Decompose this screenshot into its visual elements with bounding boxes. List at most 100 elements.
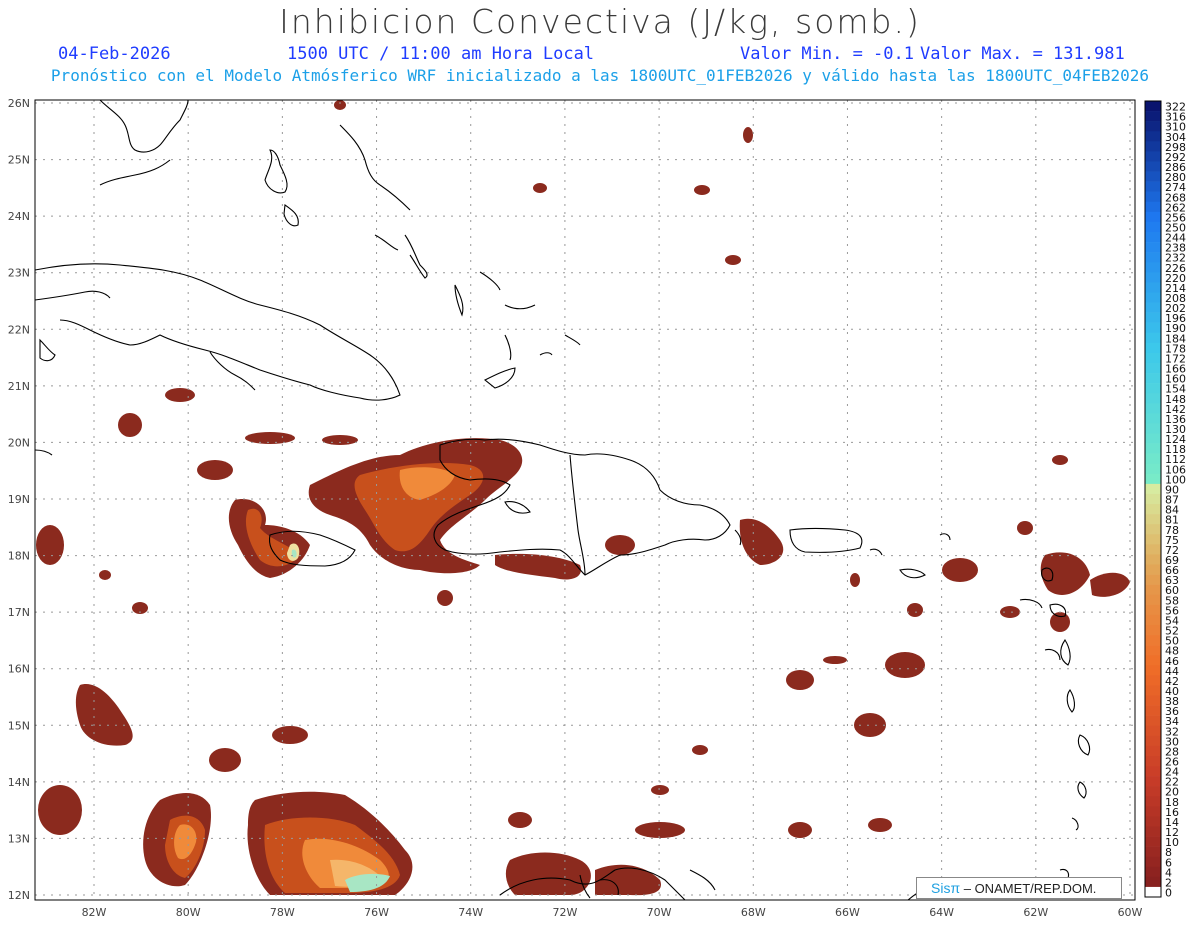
- legend-label: 220: [1165, 272, 1186, 285]
- max-value-label: Valor Max. = 131.981: [920, 44, 1125, 64]
- legend-label: 208: [1165, 292, 1186, 305]
- legend-swatch: [1145, 252, 1161, 263]
- legend-label: 16: [1165, 806, 1179, 819]
- legend-label: 292: [1165, 151, 1186, 164]
- legend-label: 69: [1165, 554, 1179, 567]
- coast-hispaniola: [433, 438, 731, 576]
- legend-label: 24: [1165, 766, 1179, 779]
- legend-swatch: [1145, 231, 1161, 243]
- legend-swatch: [1145, 614, 1161, 626]
- lat-label: 24N: [8, 210, 30, 223]
- legend-swatch: [1145, 645, 1161, 656]
- legend-label: 28: [1165, 745, 1179, 758]
- longitude-labels: 82W 80W 78W 76W 74W 72W 70W 68W 66W 64W 62W 60W: [82, 906, 1143, 919]
- coast-south-america: [499, 867, 686, 900]
- legend-label: 250: [1165, 221, 1186, 234]
- lat-label: 15N: [8, 719, 30, 732]
- coast-cuba: [35, 263, 401, 401]
- legend-swatch: [1145, 604, 1161, 616]
- legend-swatch: [1145, 695, 1161, 706]
- legend-label: 48: [1165, 645, 1179, 658]
- lon-label: 80W: [176, 906, 201, 919]
- legend-label: 84: [1165, 504, 1179, 517]
- legend-swatch: [1145, 332, 1161, 344]
- legend-swatch: [1145, 423, 1161, 434]
- lat-label: 19N: [8, 493, 30, 506]
- legend-swatch: [1145, 866, 1161, 878]
- legend-swatch: [1145, 141, 1161, 152]
- legend-swatch: [1145, 564, 1161, 575]
- lat-label: 12N: [8, 889, 30, 902]
- legend-label: 36: [1165, 705, 1179, 718]
- map-title: Inhibicion Convectiva (J/kg, somb.): [279, 2, 921, 41]
- legend-swatch: [1145, 242, 1161, 253]
- legend-swatch: [1145, 443, 1161, 454]
- legend-swatch: [1145, 151, 1161, 162]
- legend-label: 226: [1165, 262, 1186, 275]
- time-label: 1500 UTC / 11:00 am Hora Local: [287, 44, 595, 64]
- legend-swatch: [1145, 191, 1161, 203]
- legend-swatch: [1145, 292, 1161, 303]
- lon-label: 68W: [741, 906, 766, 919]
- lon-label: 66W: [835, 906, 860, 919]
- legend-swatch: [1145, 886, 1161, 898]
- shade-region-pr: [739, 518, 784, 565]
- legend-swatch: [1145, 554, 1161, 565]
- legend-swatch: [1145, 473, 1161, 485]
- legend-label: 52: [1165, 625, 1179, 638]
- legend-label: 124: [1165, 433, 1186, 446]
- legend-swatch: [1145, 735, 1161, 747]
- legend-label: 72: [1165, 544, 1179, 557]
- coast-florida: [99, 100, 189, 153]
- legend-label: 22: [1165, 776, 1179, 789]
- lon-label: 78W: [270, 906, 295, 919]
- legend-label: 63: [1165, 574, 1179, 587]
- legend-swatch: [1145, 725, 1161, 737]
- legend-swatch: [1145, 383, 1161, 394]
- coastlines: [35, 100, 1091, 900]
- shade-region-venezuela: [505, 852, 591, 895]
- legend-label: 75: [1165, 534, 1179, 547]
- legend-label: 238: [1165, 242, 1186, 255]
- legend-label: 14: [1165, 816, 1179, 829]
- lon-label: 74W: [458, 906, 483, 919]
- legend-label: 286: [1165, 161, 1186, 174]
- legend-label: 310: [1165, 121, 1186, 134]
- lat-label: 18N: [8, 550, 30, 563]
- lon-label: 82W: [82, 906, 107, 919]
- lon-label: 76W: [364, 906, 389, 919]
- legend-swatch: [1145, 876, 1161, 888]
- legend-label: 106: [1165, 463, 1186, 476]
- legend-swatch: [1145, 302, 1161, 313]
- legend-swatch: [1145, 826, 1161, 837]
- legend-swatch: [1145, 483, 1161, 495]
- legend-label: 148: [1165, 393, 1186, 406]
- legend-swatch: [1145, 685, 1161, 696]
- legend-label: 142: [1165, 403, 1186, 416]
- legend-label: 268: [1165, 191, 1186, 204]
- legend-label: 38: [1165, 695, 1179, 708]
- legend-label: 256: [1165, 211, 1186, 224]
- lat-label: 23N: [8, 267, 30, 280]
- legend-label: 112: [1165, 453, 1186, 466]
- legend-swatch: [1145, 745, 1161, 757]
- cin-shading-light: [174, 467, 455, 892]
- map-border: [34, 99, 1136, 901]
- legend-swatch: [1145, 655, 1161, 666]
- legend-swatch: [1145, 181, 1161, 192]
- legend-swatch: [1145, 201, 1161, 213]
- model-info-line: Pronóstico con el Modelo Atmósferico WRF…: [50, 66, 1150, 85]
- shade-region-central: [495, 553, 581, 580]
- lat-label: 22N: [8, 323, 30, 336]
- legend-swatch: [1145, 101, 1161, 112]
- legend-swatch: [1145, 624, 1161, 636]
- lat-label: 16N: [8, 663, 30, 676]
- legend-label: 12: [1165, 826, 1179, 839]
- legend-swatch: [1145, 675, 1161, 686]
- legend-label: 118: [1165, 443, 1186, 456]
- legend-swatch: [1145, 373, 1161, 384]
- legend-swatch: [1145, 121, 1161, 132]
- lat-label: 17N: [8, 606, 30, 619]
- lon-label: 60W: [1118, 906, 1143, 919]
- legend-swatch: [1145, 352, 1161, 364]
